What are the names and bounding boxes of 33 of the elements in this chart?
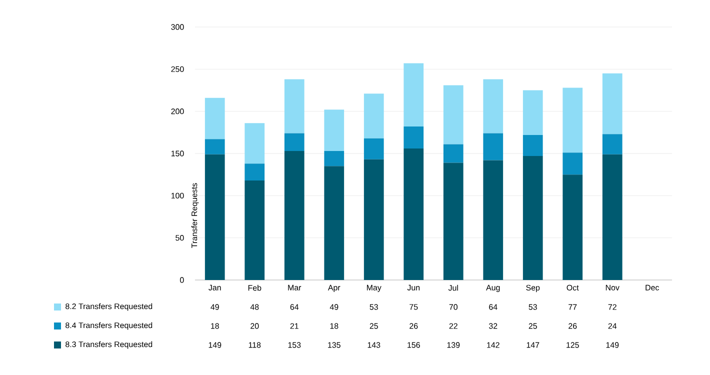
- bar: [244, 180, 265, 280]
- bar: [204, 139, 225, 154]
- bar: [522, 134, 543, 156]
- bar: [204, 154, 225, 280]
- bar: [284, 150, 304, 280]
- bar: [483, 79, 504, 134]
- bar: [284, 133, 304, 151]
- bar: [364, 159, 384, 280]
- bar: [364, 138, 384, 160]
- bar: [404, 126, 424, 148]
- bar: [602, 134, 622, 154]
- bar: [443, 85, 464, 144]
- bar: [284, 79, 304, 134]
- bar: [602, 154, 622, 280]
- bar: [244, 123, 265, 164]
- bar: [522, 90, 543, 135]
- bar: [204, 98, 225, 140]
- bar: [443, 162, 464, 280]
- bar: [522, 156, 543, 280]
- bar: [324, 110, 344, 151]
- bar: [562, 88, 583, 153]
- bar: [443, 144, 464, 163]
- bar: [324, 166, 344, 280]
- bar: [404, 63, 424, 127]
- bar: [562, 174, 583, 280]
- bar: [483, 133, 504, 160]
- bar: [244, 164, 265, 180]
- bar: [364, 94, 384, 138]
- bar: [404, 148, 424, 280]
- bar: [483, 160, 504, 280]
- bar: [562, 152, 583, 175]
- bar: [602, 73, 622, 134]
- bar: [324, 150, 344, 166]
